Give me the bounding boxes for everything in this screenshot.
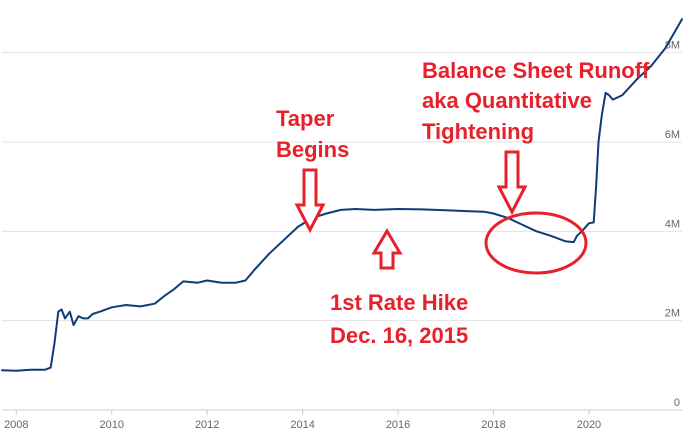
annotation-runoff-line1: Balance Sheet Runoff [422,58,650,83]
x-tick-label: 2016 [386,419,410,431]
x-tick-label: 2012 [195,419,219,431]
down-arrow-taper [294,168,326,234]
y-tick-label: 2M [665,308,680,320]
annotation-rate-hike-line2: Dec. 16, 2015 [330,323,468,348]
x-tick-label: 2020 [577,419,601,431]
annotation-rate-hike-line1: 1st Rate Hike [330,290,468,315]
annotation-taper-line2: Begins [276,137,349,162]
runoff-highlight-ellipse [484,211,588,275]
x-tick-label: 2008 [4,419,28,431]
x-tick-label: 2014 [290,419,314,431]
x-tick-label: 2010 [100,419,124,431]
annotation-runoff-line3: Tightening [422,119,534,144]
gridlines [2,52,682,322]
x-tick-label: 2018 [481,419,505,431]
annotation-taper-line1: Taper [276,106,335,131]
up-arrow-rate-hike [371,228,403,270]
y-tick-label: 4M [665,218,680,230]
annotations: Taper Begins Balance Sheet Runoff aka Qu… [276,58,650,348]
down-arrow-runoff [496,150,528,216]
y-tick-label: 6M [665,129,680,141]
y-tick-label: 0 [674,397,680,409]
annotation-runoff-line2: aka Quantitative [422,88,592,113]
